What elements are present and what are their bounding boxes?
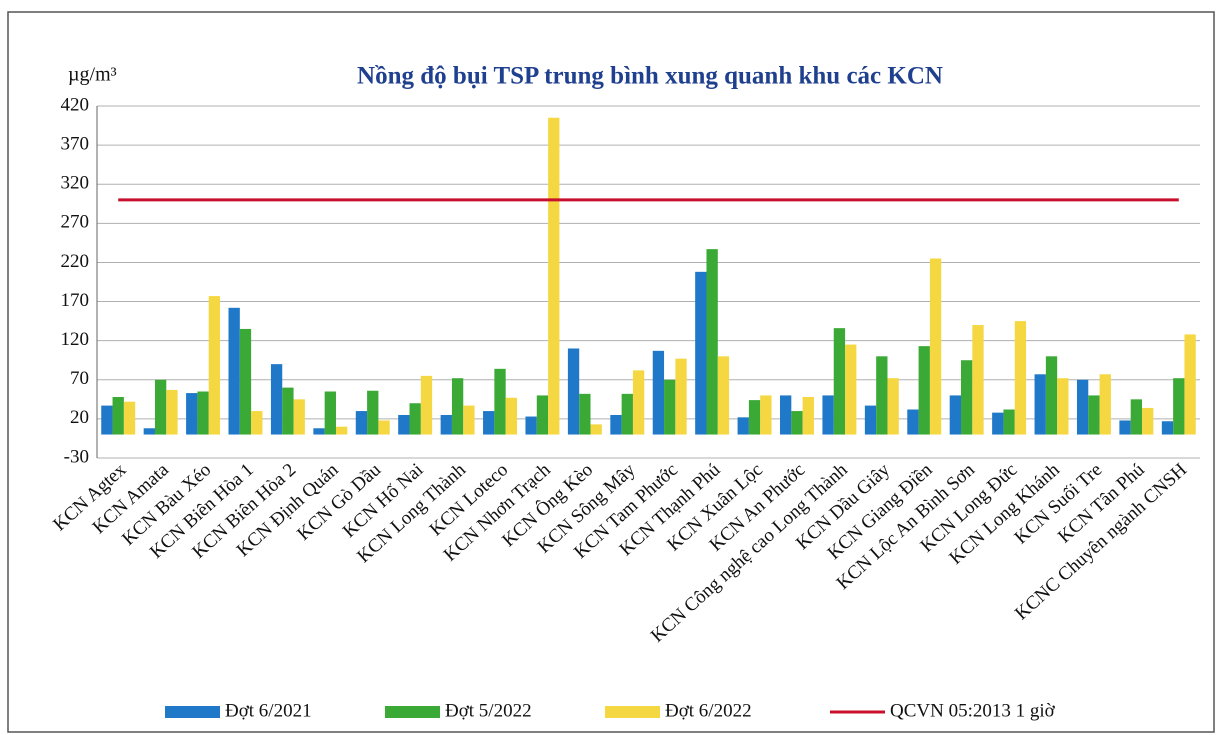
bar [335,426,348,435]
y-tick-label: 220 [61,251,90,272]
bar [780,395,792,435]
bar [907,409,919,435]
bar [409,403,421,435]
bar [845,344,857,435]
bar [1088,395,1100,435]
bar [864,405,877,435]
y-tick-label: 20 [70,407,89,428]
bar [251,411,263,435]
bar [313,428,325,435]
y-tick-label: 70 [70,368,89,389]
bar [632,370,645,435]
bar [101,405,113,435]
bar [1057,378,1069,435]
bar [505,397,517,435]
bar [802,396,814,435]
bar [1003,409,1015,435]
bar [1130,399,1143,435]
legend-swatch [165,706,220,718]
bar [324,391,336,435]
bar [143,428,155,435]
legend-swatch [385,706,440,718]
bar [887,378,899,435]
legend-swatch [605,706,660,718]
bar [270,364,283,435]
bar [1045,356,1058,435]
bar [949,395,962,435]
bar [972,325,984,435]
y-tick-label: 120 [61,329,90,350]
bar [197,391,209,435]
bar [293,399,305,435]
bar [420,375,433,435]
legend-label: QCVN 05:2013 1 giờ [890,700,1056,721]
bar [929,258,942,435]
bar [567,348,580,435]
bar [717,356,730,435]
bar [440,414,452,435]
bar [1142,407,1154,435]
bar [748,400,761,435]
bar [282,387,294,435]
bar [378,420,390,435]
bar [228,307,240,435]
bar [695,271,707,435]
bar [525,416,537,435]
y-tick-label: 270 [61,212,90,233]
bar [536,395,549,435]
y-tick-label: 170 [61,290,90,311]
bar [822,395,834,435]
bar [961,360,973,435]
bar [355,411,368,435]
bar [621,393,633,435]
bar [675,358,687,435]
bar [451,378,464,435]
bar [166,389,178,435]
bar [1173,378,1185,435]
y-tick-label: -30 [64,446,89,467]
bar [186,393,198,435]
legend-label: Đợt 5/2022 [445,700,532,721]
legend-label: Đợt 6/2022 [665,700,752,721]
bar [791,411,803,435]
bar [398,414,410,435]
bar [652,350,665,435]
bar [208,296,221,435]
bar [367,390,379,435]
bar [494,368,506,435]
y-tick-label: 420 [61,94,90,115]
bar [664,379,676,435]
y-tick-label: 370 [61,133,90,154]
bar [918,346,930,435]
y-axis-label: µg/m³ [68,64,117,86]
bar [737,417,749,435]
bar [1119,420,1131,435]
bar [590,424,602,435]
bar [123,401,136,435]
bar [154,379,167,435]
bar [463,405,475,435]
bar [1014,321,1027,435]
bar [483,411,495,435]
bar [876,356,888,435]
bar [1076,379,1089,435]
legend-label: Đợt 6/2021 [225,700,312,721]
bar [610,414,622,435]
bar [1184,334,1196,435]
bar [112,396,124,435]
bar [1161,421,1174,435]
bar [579,393,591,435]
bar [1034,374,1046,435]
bar [1099,374,1111,435]
chart-title: Nồng độ bụi TSP trung bình xung quanh kh… [357,63,943,90]
bar [992,412,1004,435]
chart-frame [7,11,1215,733]
bar [833,328,846,435]
bar [239,328,252,435]
bar [760,395,772,435]
bar [706,249,718,435]
y-tick-label: 320 [61,173,90,194]
bar [548,117,560,435]
